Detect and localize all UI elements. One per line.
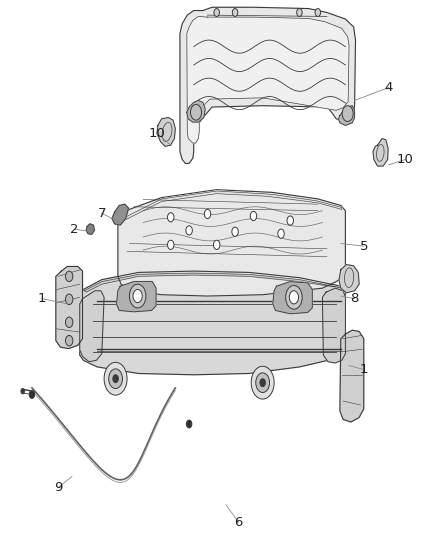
Circle shape [204,209,211,219]
Circle shape [167,213,174,222]
Polygon shape [273,281,312,314]
Text: 2: 2 [70,223,78,236]
Circle shape [256,373,269,392]
Circle shape [186,226,192,235]
Circle shape [66,271,73,281]
Circle shape [191,104,201,120]
Polygon shape [322,288,346,363]
Circle shape [232,227,238,236]
Circle shape [286,286,302,309]
Polygon shape [187,100,205,122]
Polygon shape [117,281,156,312]
Text: 7: 7 [98,207,106,220]
Polygon shape [80,271,346,375]
Text: 1: 1 [38,292,46,305]
Circle shape [29,391,35,399]
Polygon shape [118,190,346,296]
Circle shape [187,420,192,428]
Circle shape [278,229,284,238]
Circle shape [66,317,73,328]
Circle shape [167,240,174,249]
Circle shape [297,9,302,17]
Polygon shape [180,7,356,164]
Text: 10: 10 [148,127,166,140]
Text: 10: 10 [397,153,413,166]
Circle shape [113,375,118,383]
Text: 9: 9 [54,481,62,494]
Circle shape [214,9,219,17]
Text: 4: 4 [385,81,393,94]
Circle shape [287,216,293,225]
Circle shape [250,212,257,221]
Text: 1: 1 [360,363,368,376]
Polygon shape [86,224,95,235]
Circle shape [66,294,73,304]
Polygon shape [112,204,128,225]
Polygon shape [187,17,349,143]
Circle shape [213,240,220,249]
Circle shape [260,379,265,386]
Circle shape [342,106,353,122]
Text: 8: 8 [350,292,359,305]
Circle shape [21,389,25,394]
Circle shape [315,9,321,17]
Polygon shape [80,291,104,362]
Polygon shape [56,266,82,349]
Circle shape [109,369,123,389]
Circle shape [66,335,73,346]
Polygon shape [123,191,342,221]
Polygon shape [340,330,364,422]
Circle shape [133,289,142,303]
Circle shape [290,291,299,304]
Polygon shape [339,106,355,125]
Circle shape [129,284,146,308]
Text: 6: 6 [235,516,243,529]
Polygon shape [85,273,343,292]
Text: 5: 5 [360,240,368,253]
Polygon shape [373,139,388,166]
Circle shape [251,366,274,399]
Polygon shape [339,264,359,293]
Circle shape [104,362,127,395]
Circle shape [232,9,238,17]
Polygon shape [157,117,175,147]
